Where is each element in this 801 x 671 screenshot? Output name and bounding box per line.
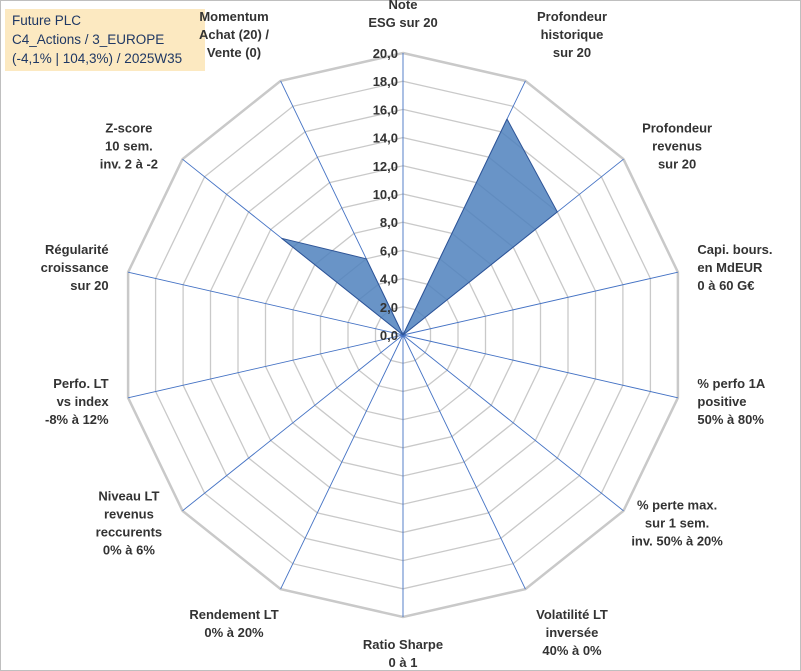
axis-label-line: sur 1 sem. (645, 515, 709, 530)
axis-spoke (280, 334, 404, 590)
axis-label-line: Achat (20) / (199, 27, 269, 42)
axis-label-line: -8% à 12% (45, 412, 109, 427)
series-area (281, 118, 558, 336)
axis-label-line: inv. 50% à 20% (631, 533, 723, 548)
axis-label-line: 0% à 20% (204, 625, 264, 640)
axis-spoke (402, 334, 526, 590)
axis-label: Note ESG sur 20 (368, 0, 437, 30)
axis-label-line: Profondeur (537, 9, 607, 24)
tick-label: 6,0 (380, 243, 398, 258)
tick-label: 20,0 (373, 46, 398, 61)
axis-label-line: revenus (652, 139, 702, 154)
axis-label-line: positive (697, 394, 746, 409)
axis-label-line: sur 20 (658, 157, 696, 172)
axis-label: Momentum Achat (20) / Vente (0) (199, 9, 269, 60)
axis-label-line: % perte max. (637, 497, 717, 512)
axis-label-line: Momentum (199, 9, 268, 24)
axis-label-line: Perfo. LT (53, 376, 108, 391)
axis-label: Niveau LT revenus reccurents 0% à 6% (96, 488, 162, 557)
tick-label: 14,0 (373, 131, 398, 146)
axis-label-line: reccurents (96, 524, 162, 539)
axis-label-line: Capi. bours. (697, 242, 772, 257)
radar-series (281, 118, 558, 336)
stats-label: (-4,1% | 104,3%) / 2025W35 (12, 51, 183, 66)
axis-label-line: Note (389, 0, 418, 12)
axis-spoke (402, 334, 624, 512)
axis-label-line: Niveau LT (98, 488, 159, 503)
radar-tick-labels: 0,0 2,0 4,0 6,0 8,0 10,0 12,0 14,0 16,0 18,0 20,0 (373, 46, 398, 343)
axis-spoke (127, 334, 404, 399)
axis-spoke (402, 334, 679, 399)
axis-label-line: croissance (41, 260, 109, 275)
tick-label: 18,0 (373, 74, 398, 89)
axis-label-line: historique (541, 27, 604, 42)
axis-label-line: en MdEUR (697, 260, 763, 275)
tick-label: 16,0 (373, 102, 398, 117)
info-box: Future PLC C4_Actions / 3_EUROPE (-4,1% … (5, 9, 205, 71)
axis-label-line: 40% à 0% (542, 643, 602, 658)
axis-label: Capi. bours. en MdEUR 0 à 60 G€ (697, 242, 772, 293)
tick-label: 2,0 (380, 300, 398, 315)
axis-label-line: vs index (57, 394, 110, 409)
tick-label: 8,0 (380, 215, 398, 230)
company-name: Future PLC (12, 13, 82, 28)
axis-label-line: inv. 2 à -2 (100, 157, 158, 172)
axis-label-line: Vente (0) (207, 45, 261, 60)
axis-label-line: % perfo 1A (697, 376, 766, 391)
axis-label-line: 10 sem. (105, 139, 153, 154)
axis-label: Ratio Sharpe 0 à 1 (363, 637, 443, 670)
axis-label: Profondeur revenus sur 20 (642, 121, 712, 172)
axis-label-line: revenus (104, 506, 154, 521)
axis-label: Profondeur historique sur 20 (537, 9, 607, 60)
radar-axis-labels: Note ESG sur 20 Profondeur historique sur 20… (41, 0, 773, 670)
axis-label: % perfo 1A positive 50% à 80% (697, 376, 766, 427)
tick-label: 12,0 (373, 159, 398, 174)
axis-label-line: ESG sur 20 (368, 15, 437, 30)
axis-label-line: 50% à 80% (697, 412, 764, 427)
axis-spoke (127, 271, 404, 336)
axis-label: Régularité croissance sur 20 (41, 242, 109, 293)
axis-spoke (182, 334, 404, 512)
tick-label: 4,0 (380, 272, 398, 287)
axis-label: Volatilité LT inversée 40% à 0% (536, 607, 608, 658)
axis-label-line: Volatilité LT (536, 607, 608, 622)
axis-label-line: Régularité (45, 242, 109, 257)
axis-label-line: 0% à 6% (103, 542, 155, 557)
axis-label: Perfo. LT vs index -8% à 12% (45, 376, 109, 427)
axis-label-line: Rendement LT (189, 607, 278, 622)
axis-label-line: 0 à 60 G€ (697, 278, 754, 293)
axis-label: % perte max. sur 1 sem. inv. 50% à 20% (631, 497, 723, 548)
axis-label-line: inversée (546, 625, 599, 640)
axis-label-line: Z-score (105, 121, 152, 136)
tick-label: 0,0 (380, 328, 398, 343)
axis-label-line: Ratio Sharpe (363, 637, 443, 652)
axis-spoke (402, 271, 679, 336)
axis-label: Z-score 10 sem. inv. 2 à -2 (100, 121, 158, 172)
axis-label-line: Profondeur (642, 121, 712, 136)
tick-label: 10,0 (373, 187, 398, 202)
axis-label-line: 0 à 1 (389, 655, 418, 670)
category-label: C4_Actions / 3_EUROPE (12, 32, 165, 47)
axis-label: Rendement LT 0% à 20% (189, 607, 278, 640)
axis-label-line: sur 20 (553, 45, 591, 60)
axis-label-line: sur 20 (70, 278, 108, 293)
